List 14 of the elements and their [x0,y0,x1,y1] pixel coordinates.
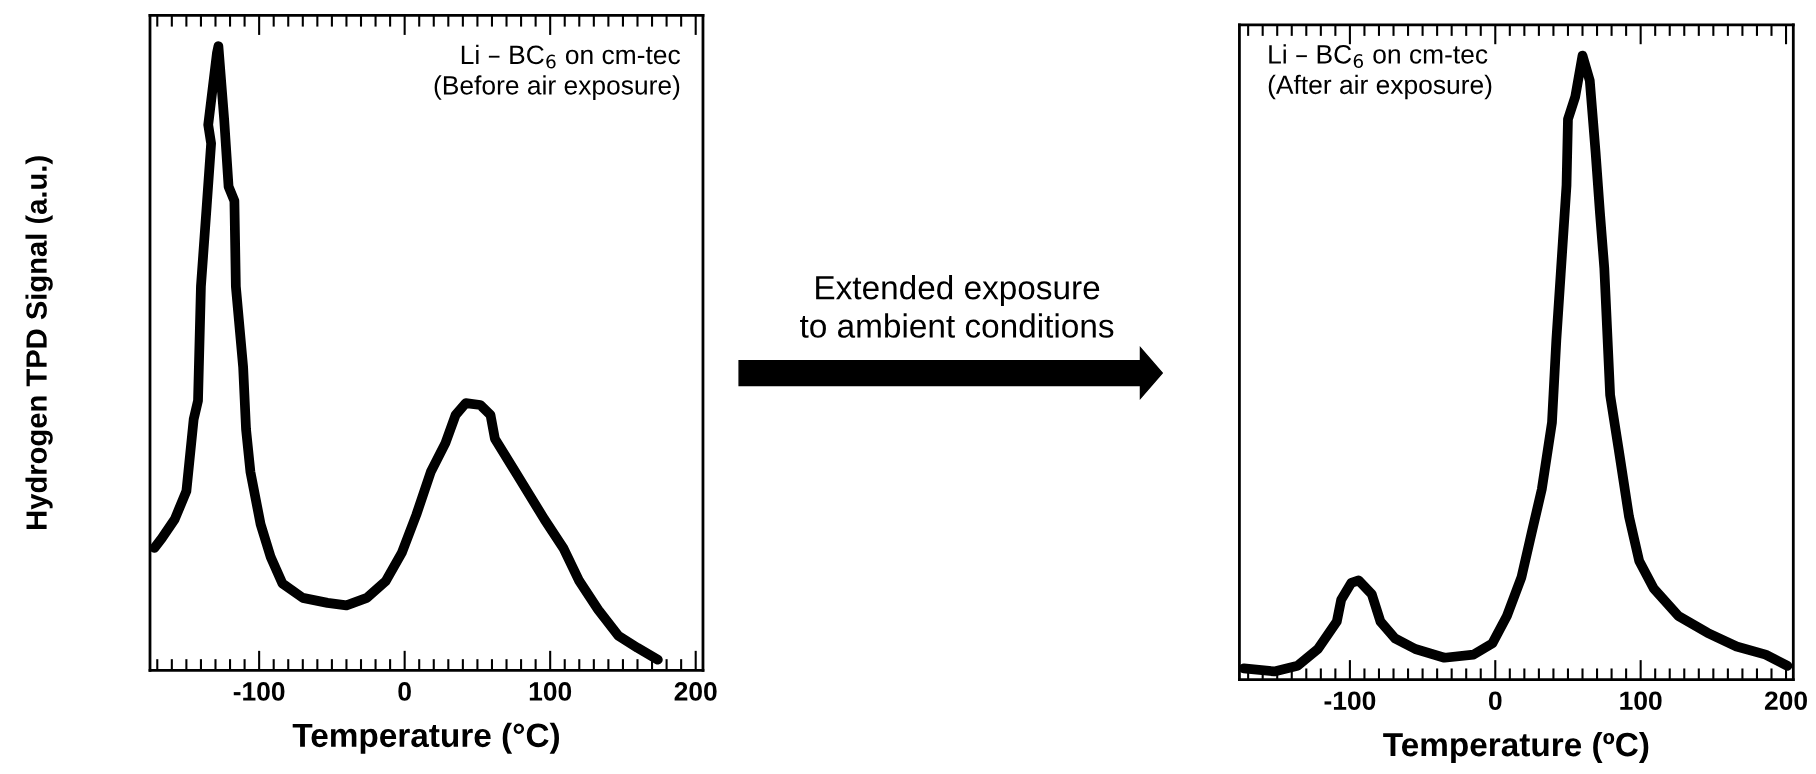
x-axis-title: Temperature (°C) [292,722,559,754]
x-tick-label: 100 [529,682,572,701]
text: Extended exposure to ambient conditions [800,275,1114,338]
x-tick-label: -100 [1324,691,1376,711]
x-tick-label: 0 [1488,691,1502,711]
x-tick-label: 100 [1620,691,1662,711]
x-tick-label: 200 [674,682,717,701]
y-axis-title: Hydrogen TPD Signal (a.u.) [25,156,53,529]
x-axis-title: Temperature (ºC) [1383,731,1649,764]
x-tick-label: 200 [1764,691,1807,711]
annotation: Li – BC$_{6}$ on cm-tec (After air exposure) [1268,44,1492,100]
x-tick-label: 0 [398,682,411,701]
annotation: Li – BC$_{6}$ on cm-tec (Before air exposure) [434,44,680,100]
x-tick-label: -100 [233,682,285,701]
